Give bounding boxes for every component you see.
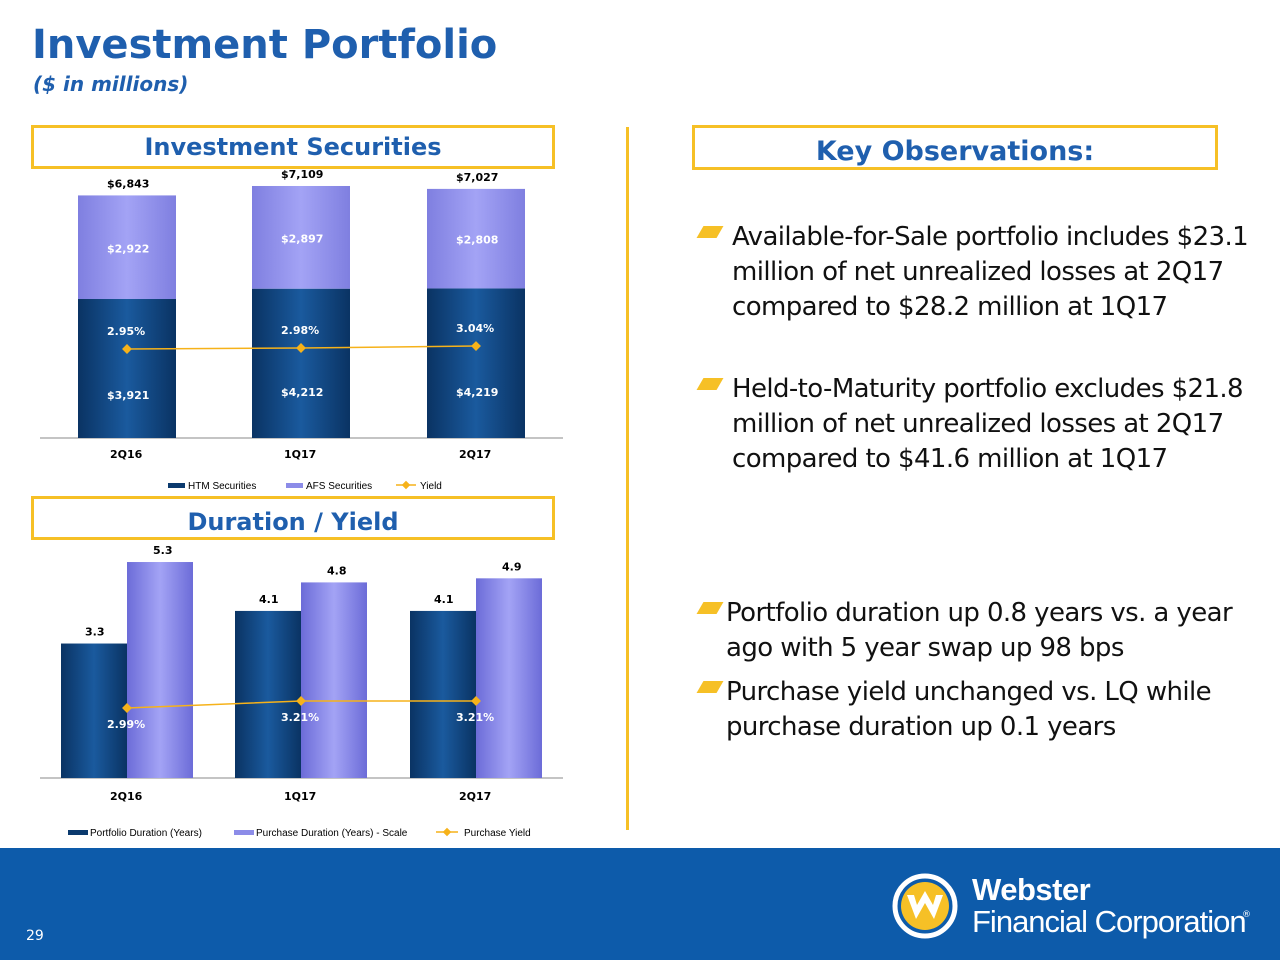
afs-bar [252, 185, 350, 289]
purchase-yield-label: 3.21% [456, 711, 494, 724]
htm-data-label: $4,212 [281, 386, 323, 399]
legend-label: Portfolio Duration (Years) [90, 828, 202, 839]
purchase-yield-label: 2.99% [107, 718, 145, 731]
legend-label: HTM Securities [188, 481, 256, 492]
afs-data-label: $2,808 [456, 234, 498, 247]
x-tick-label: 1Q17 [284, 448, 316, 461]
portfolio-duration-label: 4.1 [259, 593, 279, 606]
htm-bar [78, 299, 176, 438]
observation-item: Held-to-Maturity portfolio excludes $21.… [694, 372, 1254, 477]
legend-swatch-purchase-duration [234, 830, 254, 835]
x-tick-label: 1Q17 [284, 790, 316, 803]
purchase-duration-bar [301, 582, 367, 778]
x-tick-label: 2Q16 [110, 790, 143, 803]
purchase-yield-label: 3.21% [281, 711, 319, 724]
investment-securities-chart: $3,921 $2,922 $6,843 2Q16 $4,212 $2,897 $7,109… [40, 168, 563, 492]
duration-yield-chart: 3.3 5.3 2Q16 4.1 4.8 1Q17 4.1 4.9 2Q17 2.99% 3.21%… [40, 544, 563, 839]
investment-securities-header: Investment Securities [31, 125, 555, 169]
total-data-label: $7,109 [281, 168, 323, 181]
observation-item: Portfolio duration up 0.8 years vs. a ye… [694, 596, 1254, 666]
purchase-yield-point [122, 703, 132, 713]
purchase-duration-label: 5.3 [153, 544, 173, 557]
afs-data-label: $2,897 [281, 232, 323, 245]
purchase-duration-bar [476, 578, 542, 778]
total-data-label: $6,843 [107, 177, 149, 190]
observation-text: Purchase yield unchanged vs. LQ while pu… [726, 677, 1212, 742]
total-data-label: $7,027 [456, 171, 498, 184]
legend-swatch-htm [168, 483, 185, 488]
x-tick-label: 2Q16 [110, 448, 143, 461]
legend-label: AFS Securities [306, 481, 372, 492]
logo-registered-mark: ® [1242, 910, 1251, 920]
page-title: Investment Portfolio [32, 22, 498, 68]
purchase-duration-bar [127, 562, 193, 778]
afs-data-label: $2,922 [107, 242, 149, 255]
htm-bar [252, 288, 350, 438]
logo-wordmark: Webster [972, 872, 1091, 907]
purchase-duration-label: 4.9 [502, 560, 522, 573]
legend-swatch-afs [286, 483, 303, 488]
htm-bar [427, 288, 525, 438]
observation-item: Purchase yield unchanged vs. LQ while pu… [694, 675, 1254, 745]
page-subtitle: ($ in millions) [33, 72, 189, 96]
afs-bar [78, 195, 176, 300]
footer-bar [0, 848, 1280, 960]
purchase-duration-label: 4.8 [327, 564, 347, 577]
observation-text: Held-to-Maturity portfolio excludes $21.… [732, 374, 1244, 474]
portfolio-duration-label: 3.3 [85, 626, 105, 639]
logo-subwordmark: Financial Corporation [972, 904, 1247, 939]
legend-marker-yield [401, 480, 411, 490]
key-observations-header: Key Observations: [692, 125, 1218, 170]
portfolio-duration-bar [61, 643, 127, 778]
htm-data-label: $4,219 [456, 386, 498, 399]
page-number: 29 [26, 928, 44, 944]
legend-label: Yield [420, 481, 442, 492]
observation-text: Available-for-Sale portfolio includes $2… [732, 222, 1249, 322]
portfolio-duration-bar [410, 610, 476, 778]
yield-data-label: 2.98% [281, 324, 319, 337]
duration-yield-header: Duration / Yield [31, 496, 555, 540]
portfolio-duration-bar [235, 610, 301, 778]
legend-label: Purchase Duration (Years) - Scale [256, 828, 408, 839]
yield-point [296, 343, 306, 353]
htm-data-label: $3,921 [107, 389, 149, 402]
observation-text: Portfolio duration up 0.8 years vs. a ye… [726, 598, 1233, 663]
x-tick-label: 2Q17 [459, 790, 491, 803]
legend-label: Purchase Yield [464, 828, 531, 839]
vertical-divider [626, 127, 629, 830]
legend-swatch-portfolio-duration [68, 830, 88, 835]
observation-item: Available-for-Sale portfolio includes $2… [694, 220, 1254, 325]
yield-data-label: 3.04% [456, 322, 494, 335]
x-tick-label: 2Q17 [459, 448, 491, 461]
legend-marker-purchase-yield [442, 827, 452, 837]
portfolio-duration-label: 4.1 [434, 593, 454, 606]
yield-data-label: 2.95% [107, 325, 145, 338]
webster-logo-icon [892, 873, 958, 939]
afs-bar [427, 188, 525, 289]
